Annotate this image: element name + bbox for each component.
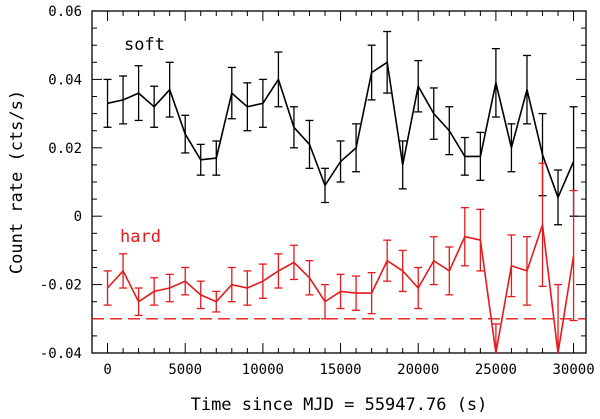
- series-line-soft: [107, 60, 575, 200]
- series-label-soft: soft: [124, 35, 165, 55]
- x-tick-label: 20000: [397, 362, 439, 378]
- series-label-hard: hard: [120, 227, 161, 247]
- y-tick-label: 0.04: [48, 72, 82, 88]
- y-tick-label: 0.02: [48, 141, 82, 157]
- series-line-hard: [106, 224, 575, 354]
- x-tick-label: 5000: [168, 362, 202, 378]
- tick-labels: 0 5000 10000 15000 20000 25000 30000 -0.04 -0.02…: [40, 4, 595, 378]
- x-axis-label: Time since MJD = 55947.76 (s): [191, 395, 488, 415]
- x-tick-label: 30000: [552, 362, 594, 378]
- y-axis-label: Count rate (cts/s): [7, 90, 27, 274]
- series-soft: [103, 30, 578, 226]
- axis-ticks: [91, 10, 586, 354]
- y-tick-label: -0.02: [40, 278, 82, 294]
- y-tick-label: 0: [74, 209, 82, 225]
- y-tick-label: 0.06: [48, 4, 82, 20]
- x-tick-label: 15000: [319, 362, 361, 378]
- y-tick-label: -0.04: [40, 346, 82, 362]
- x-tick-label: 10000: [242, 362, 284, 378]
- x-tick-label: 0: [103, 362, 111, 378]
- series-layer: [103, 30, 578, 354]
- x-tick-label: 25000: [475, 362, 517, 378]
- series-hard: [103, 162, 578, 354]
